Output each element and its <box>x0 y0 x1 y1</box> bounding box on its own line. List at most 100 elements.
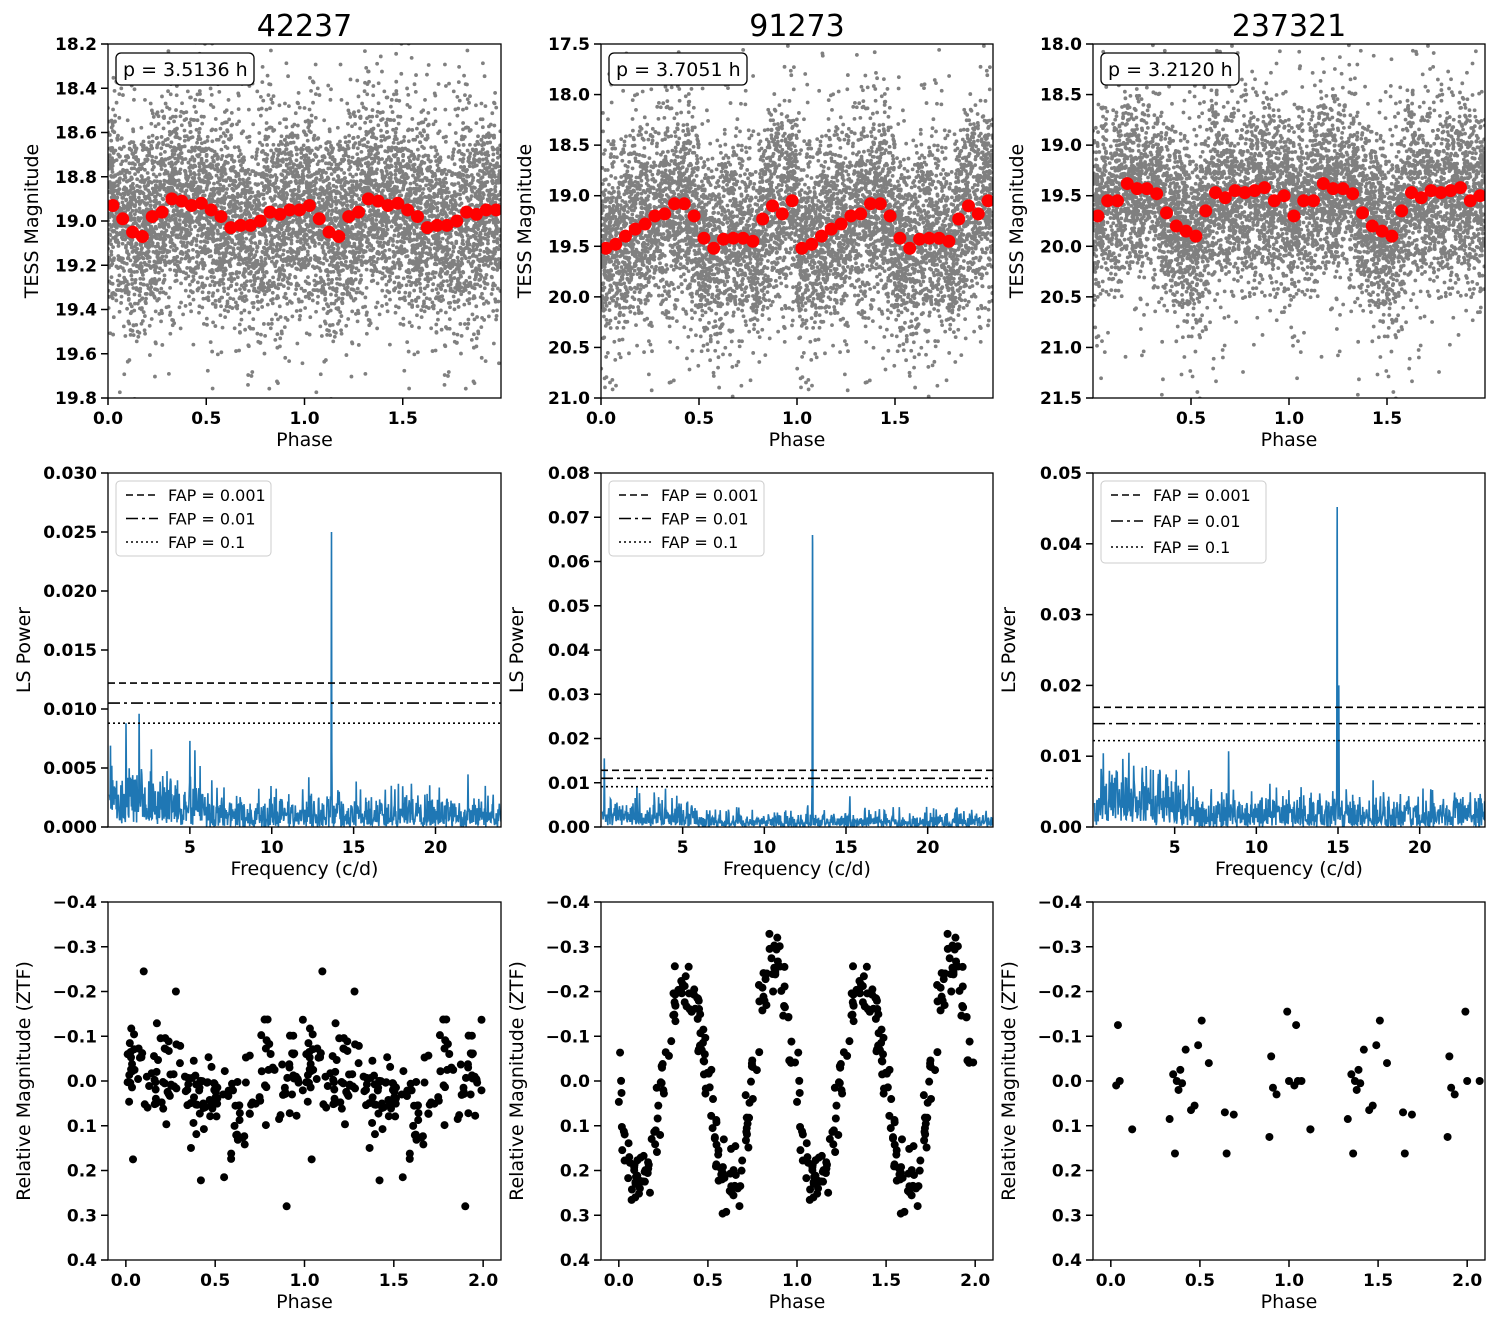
raw-point <box>490 111 494 115</box>
raw-point <box>208 283 212 287</box>
raw-point <box>122 269 126 273</box>
raw-point <box>490 292 494 296</box>
raw-point <box>488 188 492 192</box>
raw-point <box>283 102 287 106</box>
raw-point <box>459 165 463 169</box>
raw-point <box>121 232 125 236</box>
raw-point <box>111 124 115 128</box>
raw-point <box>388 196 392 200</box>
raw-point <box>172 146 176 150</box>
raw-point <box>379 135 383 139</box>
raw-point <box>384 137 388 141</box>
raw-point <box>453 162 457 166</box>
raw-point <box>221 326 225 330</box>
raw-point <box>284 125 288 129</box>
raw-point <box>189 158 193 162</box>
raw-point <box>262 246 266 250</box>
raw-point <box>317 196 321 200</box>
raw-point <box>131 209 135 213</box>
raw-point <box>416 304 420 308</box>
raw-point <box>193 225 197 229</box>
raw-point <box>458 246 462 250</box>
raw-point <box>477 264 481 268</box>
raw-point <box>319 174 323 178</box>
raw-point <box>410 299 414 303</box>
raw-point <box>205 277 209 281</box>
raw-point <box>152 115 156 119</box>
raw-point <box>483 276 487 280</box>
raw-point <box>206 240 210 244</box>
raw-point <box>123 174 127 178</box>
raw-point <box>352 299 356 303</box>
raw-point <box>139 174 143 178</box>
raw-point <box>311 299 315 303</box>
raw-point <box>143 98 147 102</box>
raw-point <box>295 158 299 162</box>
raw-point <box>334 331 338 335</box>
raw-point <box>117 116 121 120</box>
raw-point <box>365 23 369 27</box>
raw-point <box>294 111 298 115</box>
raw-point <box>137 196 141 200</box>
raw-point <box>452 295 456 299</box>
raw-point <box>394 311 398 315</box>
raw-point <box>303 306 307 310</box>
raw-point <box>252 282 256 286</box>
raw-point <box>263 257 267 261</box>
raw-point <box>450 253 454 257</box>
raw-point <box>208 255 212 259</box>
raw-point <box>209 87 213 91</box>
raw-point <box>394 165 398 169</box>
raw-point <box>452 147 456 151</box>
raw-point <box>368 146 372 150</box>
raw-point <box>380 304 384 308</box>
raw-point <box>307 124 311 128</box>
raw-point <box>218 283 222 287</box>
raw-point <box>365 268 369 272</box>
raw-point <box>448 305 452 309</box>
raw-point <box>222 286 226 290</box>
raw-point <box>458 184 462 188</box>
raw-point <box>289 160 293 164</box>
raw-point <box>379 129 383 133</box>
raw-point <box>327 209 331 213</box>
raw-point <box>184 223 188 227</box>
raw-point <box>216 155 220 159</box>
raw-point <box>277 186 281 190</box>
raw-point <box>135 200 139 204</box>
raw-point <box>175 93 179 97</box>
raw-point <box>164 102 168 106</box>
raw-point <box>237 107 241 111</box>
raw-point <box>429 256 433 260</box>
raw-point <box>180 257 184 261</box>
raw-point <box>497 361 501 365</box>
raw-point <box>226 302 230 306</box>
raw-point <box>360 150 364 154</box>
raw-point <box>375 327 379 331</box>
raw-point <box>168 332 172 336</box>
raw-point <box>140 256 144 260</box>
raw-point <box>479 269 483 273</box>
raw-point <box>168 130 172 134</box>
raw-point <box>209 103 213 107</box>
raw-point <box>425 284 429 288</box>
raw-point <box>300 181 304 185</box>
raw-point <box>221 154 225 158</box>
raw-point <box>128 141 132 145</box>
raw-point <box>192 196 196 200</box>
raw-point <box>247 108 251 112</box>
raw-point <box>395 92 399 96</box>
raw-point <box>213 13 217 17</box>
raw-point <box>461 270 465 274</box>
raw-point <box>201 290 205 294</box>
raw-point <box>296 235 300 239</box>
raw-point <box>184 117 188 121</box>
raw-point <box>160 167 164 171</box>
raw-point <box>230 124 234 128</box>
raw-point <box>262 184 266 188</box>
raw-point <box>407 128 411 132</box>
raw-point <box>407 294 411 298</box>
raw-point <box>224 191 228 195</box>
raw-point <box>256 276 260 280</box>
raw-point <box>240 157 244 161</box>
